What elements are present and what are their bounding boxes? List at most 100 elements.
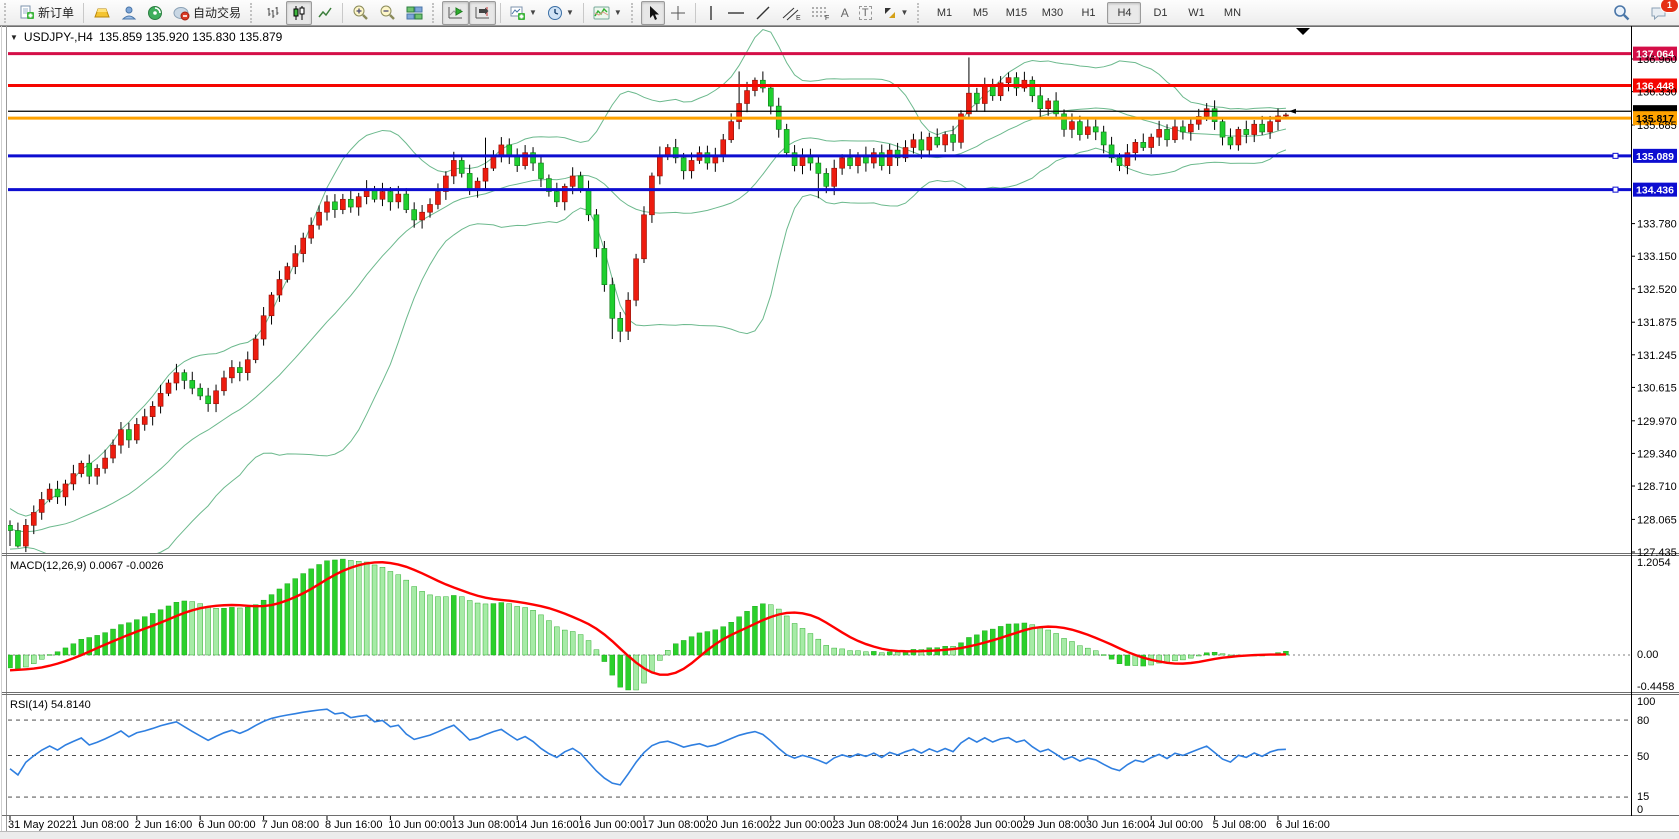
indicators-button[interactable]: ▼ [588, 1, 627, 25]
tab-timeframe-M1[interactable]: M1 [936, 6, 953, 19]
tab-timeframe-W1[interactable]: W1 [1188, 6, 1205, 19]
cursor-icon [649, 5, 659, 20]
equidistant-channel-icon: E [782, 7, 801, 21]
chart-shift-button[interactable] [469, 0, 497, 25]
svg-text:F: F [825, 15, 829, 21]
svg-text:22 Jun 00:00: 22 Jun 00:00 [769, 819, 833, 831]
bar-chart-button[interactable] [260, 1, 286, 25]
svg-text:2 Jun 16:00: 2 Jun 16:00 [135, 819, 193, 831]
tab-timeframe-H4[interactable]: H4 [1107, 1, 1142, 24]
tab-timeframe-D1[interactable]: D1 [1153, 6, 1168, 19]
community-button[interactable] [142, 1, 168, 25]
chart-window[interactable]: 136.960 136.330 135.685 133.780 133.150 132.5… [0, 26, 1679, 839]
profiles-button[interactable]: ▼ [542, 1, 579, 25]
auto-scroll-icon [448, 6, 464, 18]
macd-indicator-label: MACD(12,26,9) 0.0067 -0.0026 [10, 560, 164, 572]
signal-icon [147, 5, 163, 21]
svg-text:128.065: 128.065 [1637, 514, 1677, 526]
text-label-button[interactable]: T [854, 1, 877, 25]
svg-text:1.2054: 1.2054 [1637, 557, 1671, 569]
svg-text:6 Jul 16:00: 6 Jul 16:00 [1276, 819, 1330, 831]
tab-timeframe-M5[interactable]: M5 [972, 6, 989, 19]
support-button[interactable] [116, 1, 142, 25]
auto-scroll-button[interactable] [442, 0, 470, 25]
line-chart-button[interactable] [312, 1, 338, 25]
svg-text:14 Jun 16:00: 14 Jun 16:00 [515, 819, 579, 831]
svg-text:24 Jun 16:00: 24 Jun 16:00 [896, 819, 960, 831]
crosshair-button[interactable] [665, 1, 691, 25]
svg-text:132.520: 132.520 [1637, 284, 1677, 296]
notifications-button[interactable]: 1 [1645, 0, 1679, 25]
zoom-in-button[interactable] [347, 1, 374, 25]
new-chart-button[interactable]: ▼ [505, 1, 542, 25]
svg-text:4 Jul 00:00: 4 Jul 00:00 [1149, 819, 1203, 831]
svg-text:-0.4458: -0.4458 [1637, 681, 1674, 693]
search-button[interactable] [1608, 1, 1635, 25]
zoom-in-icon [353, 5, 368, 20]
svg-text:136.330: 136.330 [1637, 87, 1677, 99]
timeframe-bar: M1 M5 M15 M30 H1 H4 D1 W1 MN [927, 1, 1249, 24]
svg-text:29 Jun 08:00: 29 Jun 08:00 [1022, 819, 1086, 831]
svg-text:137.064: 137.064 [1636, 49, 1674, 61]
zoom-out-icon [380, 5, 395, 20]
svg-text:6 Jun 00:00: 6 Jun 00:00 [198, 819, 256, 831]
svg-text:136.960: 136.960 [1637, 54, 1677, 66]
tile-windows-button[interactable] [401, 1, 428, 25]
candlestick-chart-icon [293, 5, 305, 20]
person-icon [121, 5, 137, 21]
svg-text:136.448: 136.448 [1636, 81, 1674, 93]
vertical-line-button[interactable] [700, 1, 722, 25]
clock-icon [547, 5, 562, 20]
text-icon: A [840, 5, 849, 20]
auto-trading-icon [173, 5, 190, 21]
text-button[interactable]: A [836, 1, 854, 25]
trendline-button[interactable] [750, 1, 776, 25]
candlestick-chart-button[interactable] [286, 0, 313, 25]
cursor-button[interactable] [640, 0, 665, 25]
chart-shift-marker [1296, 28, 1310, 35]
auto-trading-button[interactable]: 自动交易 [168, 1, 246, 25]
horizontal-line-button[interactable] [722, 1, 750, 25]
tab-timeframe-H1[interactable]: H1 [1081, 6, 1096, 19]
trendline-icon [756, 6, 770, 19]
macd-pane [8, 558, 1631, 691]
svg-text:17 Jun 08:00: 17 Jun 08:00 [642, 819, 706, 831]
chart-shift-icon [475, 6, 490, 18]
svg-text:0: 0 [1637, 804, 1643, 816]
svg-text:28 Jun 00:00: 28 Jun 00:00 [959, 819, 1023, 831]
rsi-line [9, 708, 1286, 786]
price-axis [1631, 46, 1677, 553]
new-order-icon [19, 5, 35, 21]
svg-text:135.817: 135.817 [1636, 113, 1674, 125]
new-chart-icon [510, 6, 526, 20]
tile-windows-icon [406, 6, 423, 19]
macd-signal-line [9, 561, 1286, 676]
tab-timeframe-M30[interactable]: M30 [1041, 6, 1064, 19]
bar-chart-icon [267, 6, 279, 18]
quick-trade-arrow-icon[interactable]: ▼ [10, 32, 18, 42]
svg-text:135.685: 135.685 [1637, 120, 1677, 132]
svg-text:50: 50 [1637, 751, 1649, 763]
new-order-label: 新订单 [38, 6, 75, 20]
svg-text:80: 80 [1637, 715, 1649, 727]
svg-text:23 Jun 08:00: 23 Jun 08:00 [832, 819, 896, 831]
new-order-button[interactable]: 新订单 [14, 1, 79, 25]
svg-text:131.245: 131.245 [1637, 350, 1677, 362]
svg-text:134.436: 134.436 [1636, 185, 1674, 197]
zoom-out-button[interactable] [374, 1, 401, 25]
line-chart-icon [318, 7, 332, 17]
svg-text:20 Jun 16:00: 20 Jun 16:00 [705, 819, 769, 831]
tab-timeframe-M15[interactable]: M15 [1005, 6, 1028, 19]
toolbar: 新订单 自动交易 ▼ ▼ ▼ E F A T ▼ M1 M5 M15 M30 H1 H4 D… [0, 0, 1679, 26]
svg-text:128.710: 128.710 [1637, 481, 1677, 493]
svg-text:131.875: 131.875 [1637, 317, 1677, 329]
tab-timeframe-MN[interactable]: MN [1223, 6, 1242, 19]
svg-text:129.970: 129.970 [1637, 416, 1677, 428]
arrows-button[interactable]: ▼ [877, 1, 914, 25]
fibonacci-button[interactable]: F [806, 1, 836, 25]
svg-text:7 Jun 08:00: 7 Jun 08:00 [262, 819, 320, 831]
chart-canvas[interactable]: 136.960 136.330 135.685 133.780 133.150 132.5… [0, 26, 1679, 839]
svg-text:10 Jun 00:00: 10 Jun 00:00 [388, 819, 452, 831]
channel-button[interactable]: E [776, 1, 806, 25]
deposit-button[interactable] [88, 1, 116, 25]
